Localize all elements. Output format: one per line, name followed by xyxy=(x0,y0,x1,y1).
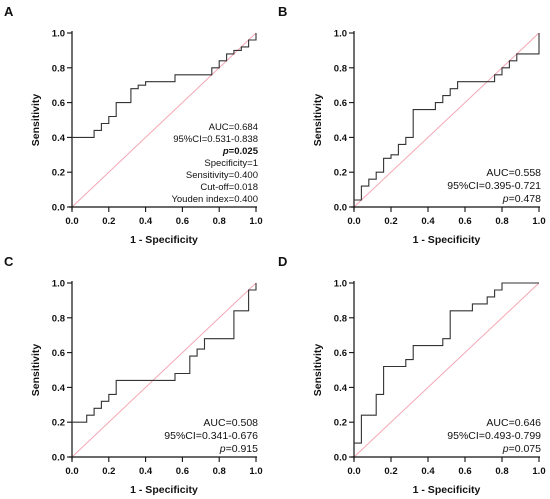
panel-letter: A xyxy=(4,4,14,19)
x-tick-label: 1.0 xyxy=(532,216,545,227)
panel-d: D 0.0 0.2 0.4 0.6 0.8 1.0 0.0 0.2 0.4 0.6 0.8 1.0 1 -… xyxy=(278,254,546,496)
y-tick-label: 0.2 xyxy=(334,168,347,179)
y-tick-label: 0.8 xyxy=(52,313,65,324)
y-tick-label: 0.6 xyxy=(334,348,347,359)
x-tick-label: 1.0 xyxy=(249,216,262,227)
y-axis-title: Sensitivity xyxy=(30,344,42,397)
stat-annotation: AUC=0.558 xyxy=(486,167,541,179)
panel-b: B 0.0 0.2 0.4 0.6 0.8 1.0 0.0 0.2 0.4 0.6 0.8 1.0 1 -… xyxy=(278,4,546,246)
x-tick-label: 0.2 xyxy=(384,216,397,227)
stat-annotation: Cut-off=0.018 xyxy=(200,182,258,193)
stat-annotation: AUC=0.646 xyxy=(486,417,541,429)
y-axis-title: Sensitivity xyxy=(30,94,42,147)
stat-annotation: p=0.075 xyxy=(502,443,541,455)
x-tick-label: 0.6 xyxy=(176,466,189,477)
y-tick-label: 0.2 xyxy=(52,168,65,179)
x-tick-label: 0.0 xyxy=(347,216,360,227)
x-tick-label: 0.0 xyxy=(65,466,78,477)
y-axis-title: Sensitivity xyxy=(312,344,324,397)
x-tick-label: 0.4 xyxy=(139,466,153,477)
x-axis-title: 1 - Specificity xyxy=(130,234,198,246)
stat-annotation: 95%CI=0.493-0.799 xyxy=(447,430,541,442)
x-tick-label: 0.8 xyxy=(213,466,226,477)
x-tick-label: 0.0 xyxy=(347,466,360,477)
roc-curve xyxy=(72,33,257,138)
reference-diagonal xyxy=(71,282,257,458)
panel-letter: B xyxy=(278,4,287,19)
reference-diagonal xyxy=(353,32,540,208)
y-tick-label: 0.6 xyxy=(334,98,347,109)
stat-annotation: p=0.915 xyxy=(219,443,258,455)
x-tick-label: 0.2 xyxy=(102,216,115,227)
y-tick-label: 0.4 xyxy=(52,383,66,394)
y-tick-label: 0.0 xyxy=(52,453,65,464)
x-tick-label: 0.6 xyxy=(458,466,471,477)
stat-annotation: p=0.478 xyxy=(502,193,541,205)
roc-curve xyxy=(72,283,257,423)
y-tick-label: 0.8 xyxy=(52,63,65,74)
x-tick-label: 0.2 xyxy=(102,466,115,477)
reference-diagonal xyxy=(353,282,540,458)
stat-annotation: 95%CI=0.531-0.838 xyxy=(173,134,258,145)
y-tick-label: 1.0 xyxy=(334,29,347,40)
y-tick-label: 0.2 xyxy=(334,418,347,429)
stat-annotation: Specificity=1 xyxy=(204,158,258,169)
x-axis-title: 1 - Specificity xyxy=(413,234,481,246)
panel-a: A 0.0 0.2 0.4 0.6 0.8 1.0 0.0 0.2 0.4 0.6 0.8 1.0 1 -… xyxy=(4,4,263,246)
y-tick-label: 0.4 xyxy=(52,133,66,144)
y-tick-label: 0.4 xyxy=(334,383,348,394)
stat-annotation: Sensitivity=0.400 xyxy=(186,170,258,181)
x-tick-label: 0.8 xyxy=(495,216,508,227)
x-tick-label: 0.4 xyxy=(421,466,435,477)
y-tick-label: 1.0 xyxy=(334,279,347,290)
y-tick-label: 0.8 xyxy=(334,63,347,74)
x-tick-label: 0.8 xyxy=(495,466,508,477)
y-tick-label: 0.0 xyxy=(52,203,65,214)
roc-curve xyxy=(354,282,539,444)
x-tick-label: 0.0 xyxy=(65,216,78,227)
y-tick-label: 1.0 xyxy=(52,29,65,40)
y-tick-label: 0.4 xyxy=(334,133,348,144)
x-axis-title: 1 - Specificity xyxy=(413,484,481,496)
y-tick-label: 0.8 xyxy=(334,313,347,324)
panel-letter: D xyxy=(278,254,287,269)
y-tick-label: 0.2 xyxy=(52,418,65,429)
roc-curve xyxy=(354,33,540,201)
stat-annotation: 95%CI=0.395-0.721 xyxy=(447,180,541,192)
stat-annotation: p=0.025 xyxy=(222,146,259,157)
x-tick-label: 0.2 xyxy=(384,466,397,477)
y-tick-label: 0.6 xyxy=(52,348,65,359)
y-tick-label: 0.6 xyxy=(52,98,65,109)
x-tick-label: 0.4 xyxy=(139,216,153,227)
x-tick-label: 1.0 xyxy=(249,466,262,477)
x-axis-title: 1 - Specificity xyxy=(130,484,198,496)
y-tick-label: 0.0 xyxy=(334,453,347,464)
stat-annotation: AUC=0.684 xyxy=(209,122,258,133)
y-axis-title: Sensitivity xyxy=(312,94,324,147)
reference-diagonal xyxy=(71,32,257,208)
panel-letter: C xyxy=(4,254,14,269)
panel-c: C 0.0 0.2 0.4 0.6 0.8 1.0 0.0 0.2 0.4 0.6 0.8 1.0 1 -… xyxy=(4,254,263,496)
stat-annotation: Youden index=0.400 xyxy=(171,194,258,205)
y-tick-label: 0.0 xyxy=(334,203,347,214)
x-tick-label: 0.6 xyxy=(458,216,471,227)
x-tick-label: 0.8 xyxy=(213,216,226,227)
x-tick-label: 0.4 xyxy=(421,216,435,227)
x-tick-label: 1.0 xyxy=(532,466,545,477)
y-tick-label: 1.0 xyxy=(52,279,65,290)
x-tick-label: 0.6 xyxy=(176,216,189,227)
stat-annotation: AUC=0.508 xyxy=(203,417,258,429)
stat-annotation: 95%CI=0.341-0.676 xyxy=(164,430,258,442)
